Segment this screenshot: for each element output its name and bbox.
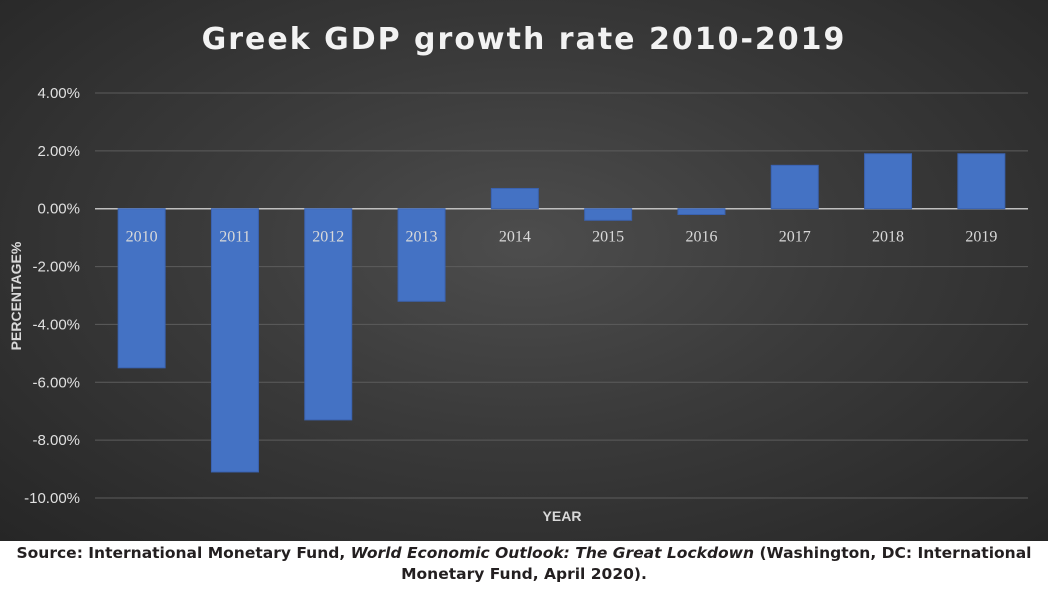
y-axis-ticks: 4.00% 2.00% 0.00% -2.00% -4.00% -6.00% -8.00% -… <box>24 85 80 507</box>
y-tick-label: -6.00% <box>32 374 80 391</box>
x-axis-categories: 2010 2011 2012 2013 2014 2015 2016 2017 2018 2019 <box>126 229 998 246</box>
bar-2011 <box>210 208 259 473</box>
source-suffix: (Washington, DC: International Monetary … <box>401 544 1032 583</box>
bar-chart: 4.00% 2.00% 0.00% -2.00% -4.00% -6.00% -8.00% -… <box>24 85 1028 507</box>
x-category-label: 2017 <box>779 229 811 246</box>
y-tick-label: -4.00% <box>32 316 80 333</box>
source-prefix: Source: International Monetary Fund, <box>16 544 351 562</box>
chart-title: Greek GDP growth rate 2010-2019 <box>201 22 847 57</box>
x-category-label: 2015 <box>592 229 624 246</box>
x-category-label: 2018 <box>872 229 904 246</box>
bar-2016 <box>677 208 726 215</box>
bar-2014 <box>490 187 539 210</box>
x-axis-title: YEAR <box>542 508 582 524</box>
x-category-label: 2012 <box>312 229 344 246</box>
bar-2013 <box>397 208 446 302</box>
y-tick-label: 0.00% <box>37 201 80 218</box>
bar-2015 <box>584 208 633 221</box>
y-tick-label: -2.00% <box>32 259 80 276</box>
y-tick-label: 4.00% <box>37 85 80 102</box>
x-category-label: 2011 <box>219 229 250 246</box>
y-tick-label: 2.00% <box>37 143 80 160</box>
y-axis-title: PERCENTAGE% <box>8 241 24 351</box>
bar-2017 <box>770 164 819 210</box>
bar-2019 <box>957 153 1006 210</box>
x-category-label: 2010 <box>126 229 158 246</box>
bar-2012 <box>304 208 353 421</box>
x-category-label: 2019 <box>965 229 997 246</box>
bar-2018 <box>864 153 913 210</box>
source-title: World Economic Outlook: The Great Lockdo… <box>350 544 755 562</box>
y-tick-label: -10.00% <box>24 490 80 507</box>
chart-area: Greek GDP growth rate 2010-2019 4.00% 2.0… <box>0 0 1048 541</box>
source-note: Source: International Monetary Fund, Wor… <box>10 543 1038 585</box>
y-tick-label: -8.00% <box>32 432 80 449</box>
x-category-label: 2014 <box>499 229 531 246</box>
x-category-label: 2016 <box>685 229 717 246</box>
bar-2010 <box>117 208 166 369</box>
x-category-label: 2013 <box>406 229 438 246</box>
bars <box>117 153 1006 473</box>
